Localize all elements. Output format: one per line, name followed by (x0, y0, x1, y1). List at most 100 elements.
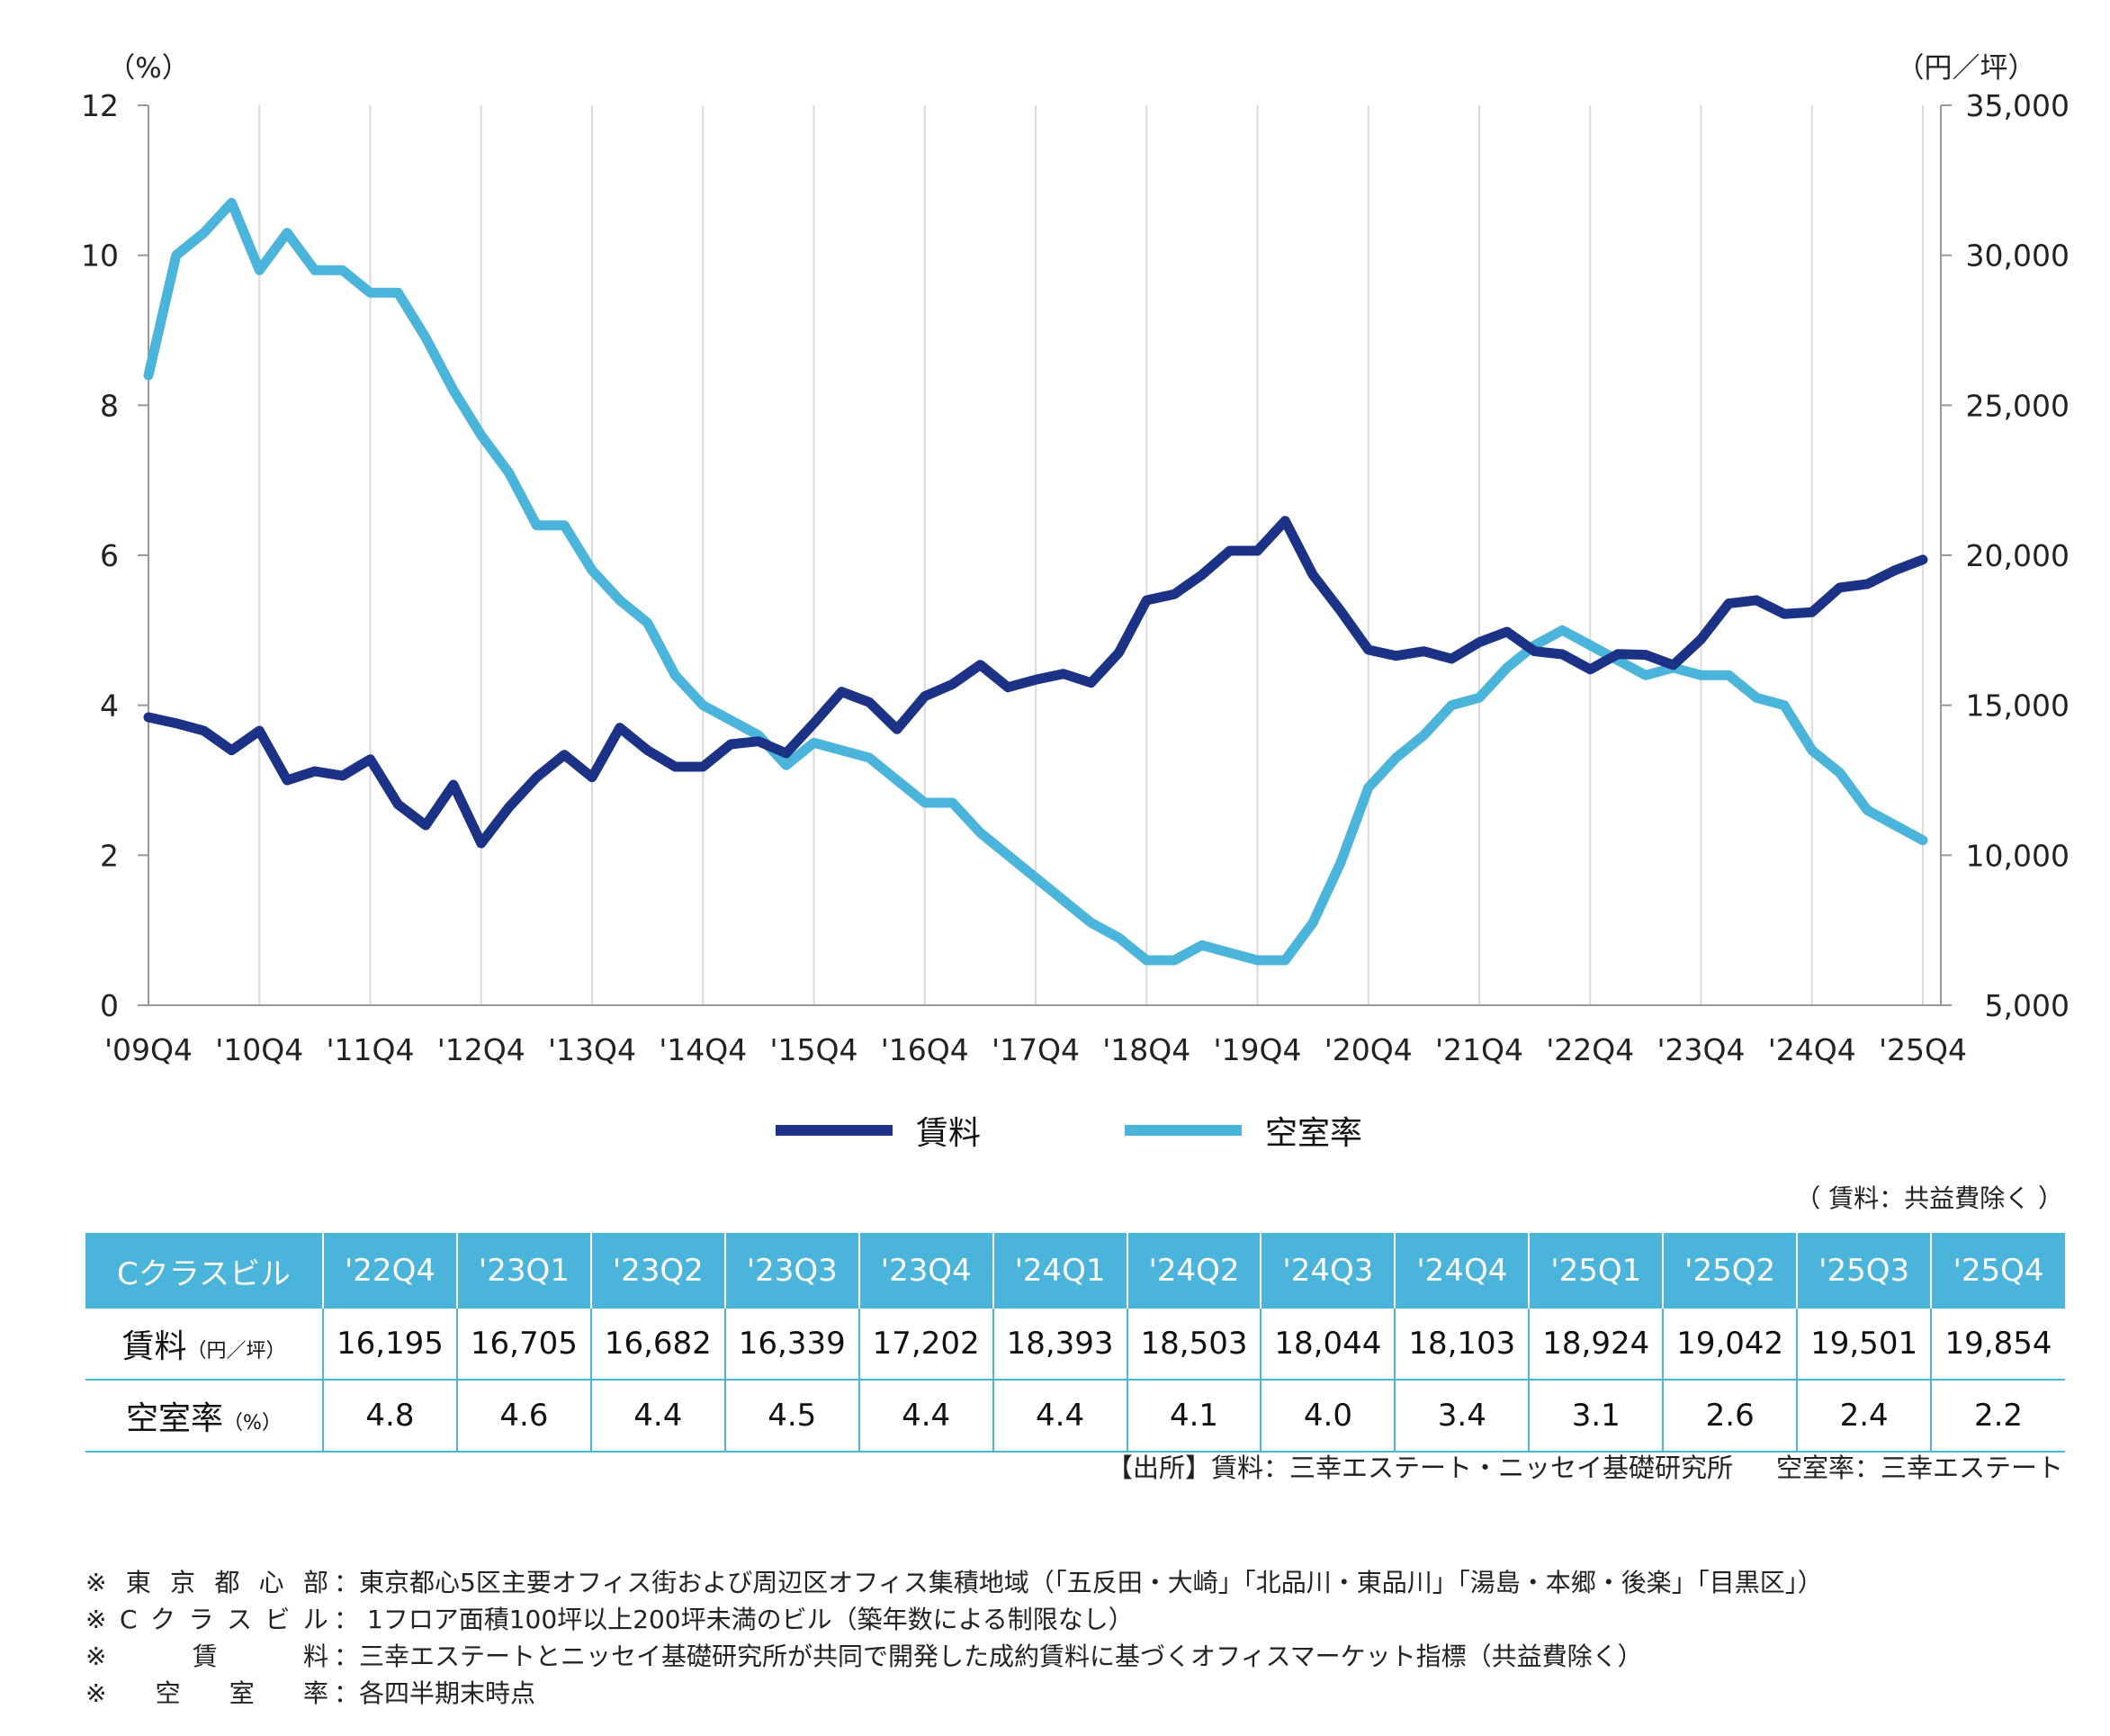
table-cell: 3.4 (1395, 1380, 1531, 1453)
left-tick-label: 6 (100, 538, 119, 573)
table-cell: 19,042 (1663, 1309, 1799, 1381)
table-cell: 4.0 (1261, 1380, 1396, 1453)
series-lines (143, 197, 1928, 966)
table-header-row: Cクラスビル '22Q4'23Q1'23Q2'23Q3'23Q4'24Q1'24… (85, 1233, 2065, 1309)
x-tick-label: '23Q4 (1657, 1032, 1745, 1067)
right-tick-label: 15,000 (1966, 688, 2070, 724)
left-axis-unit: （%） (107, 52, 189, 85)
x-tick-label: '21Q4 (1435, 1032, 1523, 1067)
x-tick-label: '25Q4 (1879, 1032, 1967, 1067)
footnote-key: ※ 東京都心部 (85, 1564, 334, 1601)
left-tick-label: 4 (100, 688, 119, 724)
footnote-text: ：各四半期末時点 (334, 1678, 536, 1708)
x-tick-label: '15Q4 (769, 1032, 857, 1067)
x-tick-label: '10Q4 (215, 1032, 303, 1067)
table-cell: 4.6 (456, 1380, 592, 1453)
x-tick-label: '12Q4 (437, 1032, 525, 1067)
legend-item-rent: 賃料 (776, 1107, 981, 1154)
table-cell: 16,682 (590, 1309, 726, 1381)
line-chart: （%） （円／坪） 0 2 4 6 8 10 12 5,000 10,000 15,000 20,… (81, 52, 2070, 1067)
x-tick-label: '22Q4 (1546, 1032, 1634, 1067)
row-unit-rent: （円／坪） (186, 1340, 286, 1363)
footnote-text: ：東京都心5区主要オフィス街および周辺区オフィス集積地域（「五反田・大崎」「北品… (334, 1568, 1823, 1597)
column-header: '25Q3 (1797, 1233, 1933, 1309)
table-cell: 19,501 (1797, 1309, 1933, 1381)
table-cell: 18,393 (992, 1309, 1128, 1381)
x-tick-label: '18Q4 (1102, 1032, 1190, 1067)
column-header: '24Q1 (992, 1233, 1128, 1309)
column-header: '25Q1 (1529, 1233, 1665, 1309)
table-cell: 2.4 (1797, 1380, 1933, 1453)
footnote-key-char: 東 (125, 1568, 151, 1597)
column-header: '22Q4 (323, 1233, 458, 1309)
right-axis-unit: （円／坪） (1897, 52, 2036, 85)
footnote-key-char: 室 (229, 1678, 255, 1708)
column-header: '23Q1 (456, 1233, 592, 1309)
row-label-vacancy: 空室率（%） (85, 1380, 324, 1453)
table-cell: 18,924 (1529, 1309, 1665, 1381)
footnote-key-char: 部 (302, 1568, 328, 1597)
x-tick-label: '20Q4 (1324, 1032, 1413, 1067)
footnote-key-char: ク (149, 1605, 175, 1634)
x-tick-label: '13Q4 (548, 1032, 636, 1067)
series-line-rent (143, 516, 1928, 849)
footnote-key-char: ※ (85, 1678, 107, 1708)
table-cell: 3.1 (1529, 1380, 1665, 1453)
left-tick-label: 10 (81, 238, 119, 274)
footnote-key: ※ 空 室 率 (85, 1675, 334, 1712)
chart-legend: 賃料 空室率 (0, 1107, 2110, 1161)
x-tick-label: '19Q4 (1213, 1032, 1301, 1067)
right-tick-label: 20,000 (1966, 538, 2070, 573)
table-corner-label: Cクラスビル (85, 1233, 324, 1309)
table-cell: 18,103 (1395, 1309, 1531, 1381)
source-rent: 【出所】賃料：三幸エステート・ニッセイ基礎研究所 (1106, 1453, 1733, 1483)
column-header: '23Q3 (724, 1233, 860, 1309)
column-header: '24Q4 (1395, 1233, 1531, 1309)
footnote-row: ※ C クラスビル： 1フロア面積100坪以上200坪未満のビル（築年数による制限な… (85, 1601, 1823, 1638)
table-cell: 17,202 (858, 1309, 994, 1381)
table-cell: 16,195 (323, 1309, 458, 1381)
chart-grid (148, 105, 1924, 1005)
footnote-key-char: ル (302, 1605, 328, 1634)
table-row-rent: 賃料（円／坪） 16,195 16,705 16,682 16,339 17,202 18… (85, 1309, 2065, 1381)
x-tick-label: '16Q4 (881, 1032, 969, 1067)
footnote-key-char: ※ (85, 1568, 107, 1597)
footnote-key-char: ビ (265, 1605, 291, 1634)
table-cell: 4.5 (724, 1380, 860, 1453)
series-line-vacancy (143, 197, 1928, 966)
footnote-key-char: ラ (188, 1605, 214, 1634)
footnote-key: ※ C クラスビル (85, 1601, 334, 1638)
source-note: 【出所】賃料：三幸エステート・ニッセイ基礎研究所 空室率：三幸エステート (1107, 1447, 2063, 1485)
x-tick-label: '14Q4 (659, 1032, 747, 1067)
legend-label-vacancy: 空室率 (1265, 1115, 1363, 1152)
x-tick-label: '11Q4 (326, 1032, 414, 1067)
footnote-key-char: 料 (302, 1642, 328, 1671)
right-axis-ticks: 5,000 10,000 15,000 20,000 25,000 30,000 35,00… (1941, 88, 2070, 1023)
right-tick-label: 25,000 (1966, 388, 2070, 423)
footnote-key-char: 京 (170, 1568, 196, 1597)
column-header: '23Q2 (590, 1233, 726, 1309)
footnote-row: ※ 空 室 率：各四半期末時点 (85, 1675, 1823, 1712)
footnote-row: ※ 東京都心部：東京都心5区主要オフィス街および周辺区オフィス集積地域（「五反田・… (85, 1564, 1823, 1601)
legend-label-rent: 賃料 (916, 1115, 982, 1152)
footnote-key: ※ 賃 料 (85, 1638, 334, 1675)
row-label-rent-text: 賃料 (121, 1328, 187, 1365)
source-vacancy: 空室率：三幸エステート (1775, 1453, 2063, 1483)
column-header: '25Q4 (1931, 1233, 2065, 1309)
column-header: '24Q2 (1127, 1233, 1262, 1309)
x-tick-label: '17Q4 (992, 1032, 1080, 1067)
column-header: '25Q2 (1663, 1233, 1799, 1309)
table-cell: 18,044 (1261, 1309, 1396, 1381)
right-tick-label: 5,000 (1985, 988, 2070, 1023)
table-cell: 18,503 (1127, 1309, 1262, 1381)
table-note: （ 賃料：共益費除く ） (1795, 1183, 2063, 1213)
footnote-key-char: 率 (302, 1678, 328, 1708)
footnote-row: ※ 賃 料：三幸エステートとニッセイ基礎研究所が共同で開発した成約賃料に基づくオフィ… (85, 1638, 1823, 1675)
table-cell: 16,705 (456, 1309, 592, 1381)
left-tick-label: 2 (100, 838, 119, 873)
table-row-vacancy: 空室率（%） 4.8 4.6 4.4 4.5 4.4 4.4 4.1 4.0 3.4 3.1 2.6… (85, 1380, 2065, 1453)
footnote-text: ：三幸エステートとニッセイ基礎研究所が共同で開発した成約賃料に基づくオフィスマー… (334, 1642, 1643, 1671)
footnote-key-char: ※ (85, 1605, 107, 1634)
right-tick-label: 35,000 (1966, 88, 2070, 123)
table-cell: 4.4 (858, 1380, 994, 1453)
